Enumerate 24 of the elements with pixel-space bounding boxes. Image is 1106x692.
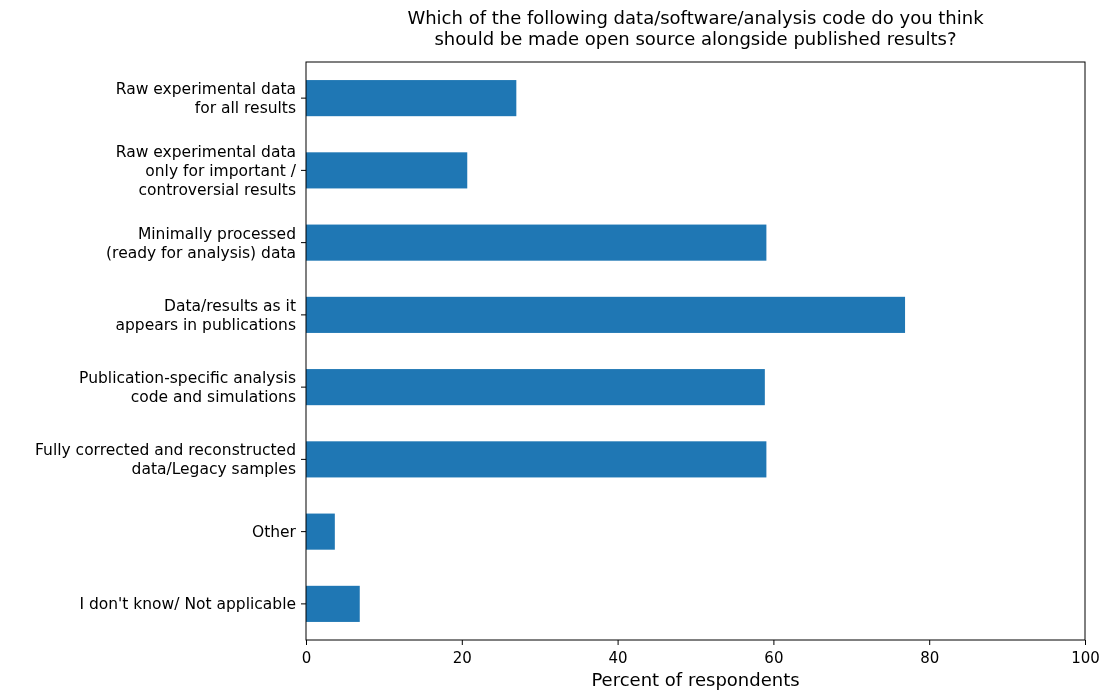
x-tick-label: 20 xyxy=(452,649,472,667)
x-tick-label: 40 xyxy=(608,649,628,667)
y-tick-label: Data/results as it appears in publications xyxy=(115,296,296,334)
x-tick-label: 80 xyxy=(920,649,940,667)
x-tick-label: 60 xyxy=(764,649,784,667)
y-tick-label: I don't know/ Not applicable xyxy=(79,595,296,614)
y-tick-label: Other xyxy=(251,523,297,542)
y-tick-label: Minimally processed (ready for analysis) data xyxy=(106,224,296,262)
bar xyxy=(306,80,517,117)
y-tick-label: Fully corrected and reconstructed data/Legacy samples xyxy=(35,441,296,479)
bar xyxy=(306,441,767,478)
y-tick-label: Publication-specific analysis code and simulations xyxy=(79,369,296,407)
x-axis-title: Percent of respondents xyxy=(591,669,800,690)
bar xyxy=(306,224,767,261)
x-tick-label: 100 xyxy=(1071,649,1100,667)
y-tick-label: Raw experimental data for all results xyxy=(115,80,296,118)
y-tick-label: Raw experimental data only for important / controversial results xyxy=(115,142,297,199)
bar xyxy=(306,369,765,406)
bar xyxy=(306,513,335,550)
bar xyxy=(306,152,468,189)
chart-title: Which of the following data/software/analysis code do you think should be made open source alongside published results? xyxy=(407,7,985,49)
x-tick-label: 0 xyxy=(301,649,312,667)
bar xyxy=(306,296,906,333)
bar xyxy=(306,585,360,622)
